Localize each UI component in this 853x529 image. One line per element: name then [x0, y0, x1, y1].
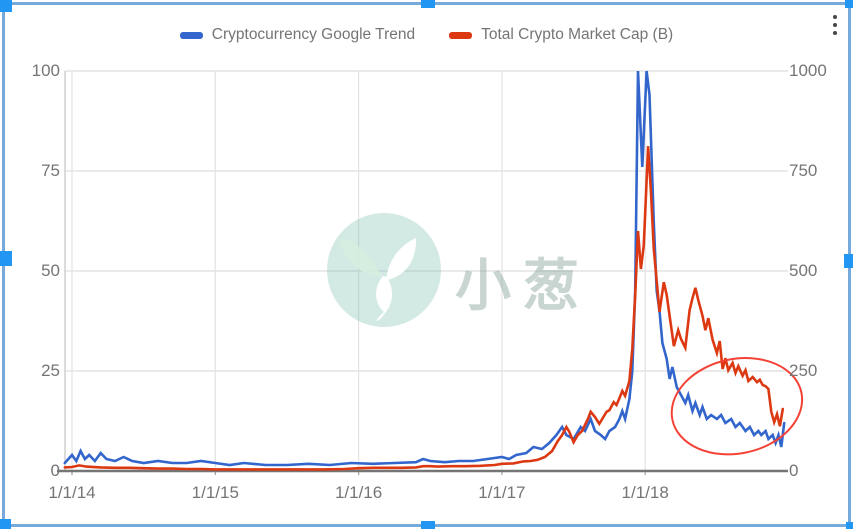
- legend-label: Total Crypto Market Cap (B): [481, 26, 674, 43]
- chart-legend: Cryptocurrency Google Trend Total Crypto …: [0, 26, 853, 44]
- legend-label: Cryptocurrency Google Trend: [211, 26, 416, 43]
- series-line-marketcap: [63, 146, 785, 471]
- legend-swatch: [449, 31, 473, 39]
- y-right-tick-label: 0: [789, 461, 799, 480]
- legend-swatch: [179, 31, 203, 39]
- resize-handle-top-right[interactable]: [845, 0, 853, 8]
- x-tick-label: 1/1/17: [478, 483, 526, 502]
- resize-handle-bottom-middle[interactable]: [421, 521, 435, 529]
- y-right-tick-label: 250: [789, 361, 818, 380]
- legend-item-1[interactable]: Total Crypto Market Cap (B): [449, 26, 673, 44]
- x-tick-label: 1/1/15: [191, 483, 239, 502]
- chart-options-menu-button[interactable]: [824, 8, 846, 42]
- y-right-tick-label: 1000: [789, 61, 827, 80]
- resize-handle-bottom-right[interactable]: [846, 522, 853, 529]
- resize-handle-middle-left[interactable]: [0, 251, 12, 266]
- resize-handle-middle-right[interactable]: [844, 254, 853, 268]
- kebab-menu-icon: [833, 15, 837, 19]
- y-left-tick-label: 100: [31, 61, 60, 80]
- y-left-tick-label: 50: [41, 261, 60, 280]
- y-left-tick-label: 0: [50, 461, 60, 480]
- x-tick-label: 1/1/14: [48, 483, 96, 502]
- legend-item-0[interactable]: Cryptocurrency Google Trend: [179, 26, 416, 44]
- y-right-tick-label: 750: [789, 161, 818, 180]
- y-left-tick-label: 25: [41, 361, 60, 380]
- x-tick-label: 1/1/18: [621, 483, 669, 502]
- annotation-ellipse: [670, 357, 804, 456]
- resize-handle-top-left[interactable]: [0, 0, 12, 12]
- y-left-tick-label: 75: [41, 161, 60, 180]
- series-line-trend: [63, 70, 786, 467]
- resize-handle-top-middle[interactable]: [421, 0, 435, 8]
- x-tick-label: 1/1/16: [334, 483, 383, 502]
- resize-handle-bottom-left[interactable]: [0, 519, 11, 529]
- y-right-tick-label: 500: [789, 261, 818, 280]
